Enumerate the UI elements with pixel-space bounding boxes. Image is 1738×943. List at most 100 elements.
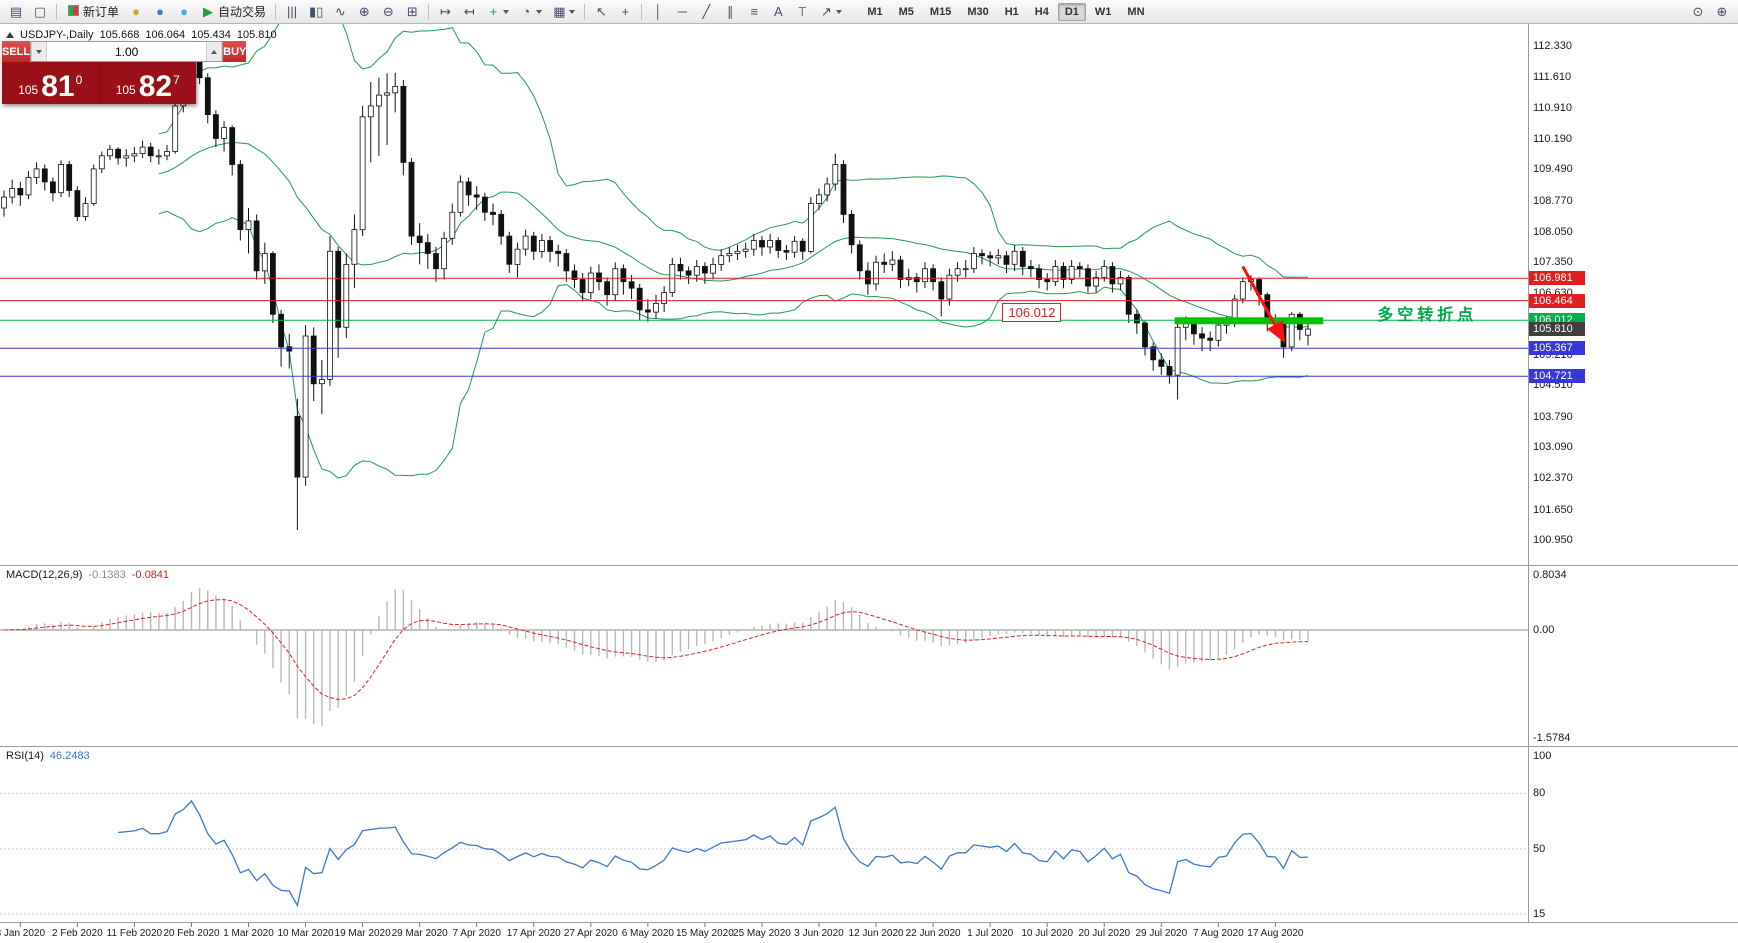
toolbar-separator — [428, 3, 430, 20]
timeframe-h4-button[interactable]: H4 — [1034, 5, 1049, 18]
zoom-out-button[interactable]: ⊖ — [377, 2, 399, 22]
date-axis-label: 17 Apr 2020 — [506, 928, 561, 939]
ohlc-high: 106.064 — [145, 29, 186, 41]
fibonacci-tool-button[interactable]: ≡ — [743, 2, 765, 22]
plus-icon — [211, 49, 218, 54]
price-axis-label: 100.950 — [1533, 534, 1573, 546]
new-order-button[interactable]: 新订单 — [62, 2, 123, 22]
volume-input[interactable] — [47, 42, 207, 61]
timeframe-d1-button[interactable]: D1 — [1057, 2, 1086, 21]
tile-icon: ⊞ — [406, 3, 418, 19]
ohlc-close: 105.810 — [236, 29, 277, 41]
macd-axis-label: 0.00 — [1533, 623, 1555, 636]
indicators-list-button[interactable]: + — [482, 2, 513, 22]
timeframe-m30-button[interactable]: M30 — [967, 5, 989, 18]
date-axis-label: 20 Feb 2020 — [163, 928, 220, 939]
zoom-in-icon: ⊕ — [358, 3, 370, 19]
sell-price-big: 81 — [41, 70, 75, 103]
line-chart-mode-button[interactable]: ∿ — [329, 2, 351, 22]
zoom-in-button[interactable]: ⊕ — [353, 2, 375, 22]
trendline-tool-button[interactable]: ╱ — [695, 2, 717, 22]
volume-increase-button[interactable] — [206, 42, 223, 61]
auto-scroll-button[interactable]: ↦ — [434, 2, 456, 22]
macd-axis-label: -1.5784 — [1533, 732, 1571, 744]
search-button[interactable]: ⊕ — [1711, 2, 1733, 22]
window-icon: ▢ — [33, 3, 47, 19]
templates-button[interactable]: ▦ — [548, 2, 579, 22]
price-axis-label: 107.350 — [1533, 256, 1573, 269]
timeframe-m1-button[interactable]: M1 — [867, 5, 883, 18]
clock-icon: ◔ — [522, 3, 531, 19]
chevron-down-icon — [536, 9, 543, 14]
text-tool-button[interactable]: A — [767, 2, 789, 22]
cursor-tool-button[interactable]: ↖ — [590, 2, 612, 22]
date-axis-label: 10 Jul 2020 — [1021, 928, 1074, 939]
timeframe-mn-button[interactable]: MN — [1127, 5, 1145, 18]
buy-price-prefix: 105 — [115, 83, 136, 97]
price-level-box-object[interactable]: 106.012 — [1002, 303, 1062, 323]
channel-icon: ∥ — [727, 3, 734, 19]
community-button[interactable]: ● — [149, 2, 171, 22]
crosshair-icon: + — [621, 3, 630, 19]
price-axis-label: 109.490 — [1533, 163, 1573, 176]
arrows-tool-button[interactable]: ↗ — [815, 2, 846, 22]
price-axis-label: 108.770 — [1533, 194, 1573, 207]
chat-icon: ⊙ — [1692, 3, 1704, 19]
chevron-down-icon — [569, 9, 576, 14]
expand-icon[interactable] — [6, 32, 14, 38]
sell-price[interactable]: 105 81 0 — [2, 62, 99, 104]
bar-chart-mode-button[interactable]: ||| — [281, 2, 303, 22]
market-button[interactable]: ● — [125, 2, 147, 22]
one-click-trading-panel: SELL BUY 105 81 0 105 82 7 — [2, 41, 247, 104]
tile-windows-button[interactable]: ⊞ — [401, 2, 423, 22]
date-axis-label: 20 Jul 2020 — [1078, 928, 1131, 939]
periods-button[interactable]: ◔ — [515, 2, 546, 22]
date-axis-label: 19 Mar 2020 — [334, 928, 391, 939]
date-axis-label: 29 Jul 2020 — [1135, 928, 1188, 939]
vertical-line-tool-button[interactable]: │ — [647, 2, 669, 22]
date-axis-label: 25 May 2020 — [733, 928, 791, 939]
timeframe-h1-button[interactable]: H1 — [1004, 5, 1019, 18]
channel-tool-button[interactable]: ∥ — [719, 2, 741, 22]
price-axis-label: 111.610 — [1533, 71, 1572, 84]
buy-price[interactable]: 105 82 7 — [98, 62, 197, 104]
buy-button[interactable]: BUY — [223, 41, 247, 62]
rsi-value: 46.2483 — [49, 750, 90, 762]
timeframe-w1-button[interactable]: W1 — [1094, 5, 1112, 18]
label-tool-button[interactable]: T — [791, 2, 813, 22]
volume-stepper — [30, 41, 224, 62]
window-layout-button[interactable]: ▢ — [29, 2, 51, 22]
chart-shift-button[interactable]: ↤ — [458, 2, 480, 22]
crosshair-tool-button[interactable]: + — [614, 2, 636, 22]
search-icon: ⊕ — [1716, 3, 1728, 19]
toolbar-buttons: ▤ ▢ 新订单 ● ● ● ▶ 自动交易 ||| ▮▯ ∿ ⊕ ⊖ ⊞ ↦ ↤ + ◔ ▦ ↖ + │ ─ ╱ ∥ ≡ A T ↗ — [4, 2, 847, 22]
volume-decrease-button[interactable] — [31, 42, 48, 61]
globe-icon: ● — [180, 3, 188, 19]
date-axis-label: 1 Jul 2020 — [967, 928, 1014, 939]
price-axis-label: 102.370 — [1533, 472, 1573, 485]
horizontal-line-tool-button[interactable]: ─ — [671, 2, 693, 22]
macd-axis-label: 0.8034 — [1533, 569, 1567, 581]
services-button[interactable]: ● — [173, 2, 195, 22]
arrow-obj-icon: ↗ — [820, 3, 832, 19]
timeframe-m5-button[interactable]: M5 — [898, 5, 914, 18]
toolbar-separator — [641, 3, 643, 20]
date-axis-label: 2 Feb 2020 — [52, 928, 103, 939]
toolbar-right: ⊙ ⊕ — [1686, 2, 1734, 22]
turning-point-text-object[interactable]: 多空转折点 — [1377, 306, 1478, 324]
candlestick-mode-button[interactable]: ▮▯ — [305, 2, 327, 22]
macd-main-value: -0.1383 — [88, 569, 126, 581]
sell-price-sup: 0 — [75, 73, 83, 87]
auto-trading-button[interactable]: ▶ 自动交易 — [197, 2, 270, 22]
chat-button[interactable]: ⊙ — [1687, 2, 1709, 22]
new-order-label: 新订单 — [83, 5, 120, 19]
price-axis-label: 108.050 — [1533, 225, 1573, 238]
date-axis-label: 15 May 2020 — [675, 928, 734, 939]
timeframe-m15-button[interactable]: M15 — [929, 5, 952, 18]
date-axis-label: 1 Mar 2020 — [223, 928, 274, 939]
autoscroll-icon: ↦ — [439, 3, 451, 19]
new-chart-button[interactable]: ▤ — [5, 2, 27, 22]
sell-button[interactable]: SELL — [2, 41, 31, 62]
